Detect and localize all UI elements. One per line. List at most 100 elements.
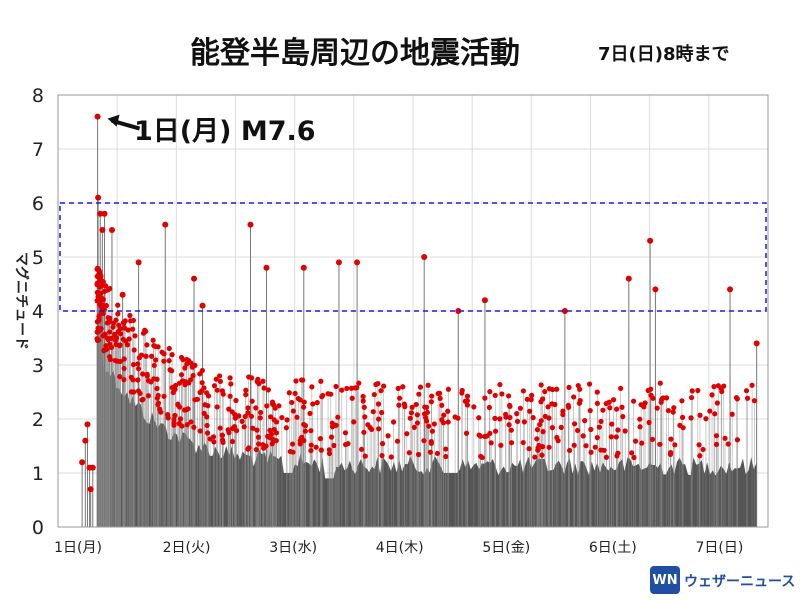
quake-point [415, 451, 422, 458]
quake-point [416, 391, 422, 397]
quake-point [367, 424, 373, 431]
quake-point [318, 378, 324, 384]
quake-point [580, 433, 586, 439]
quake-point [508, 427, 514, 433]
quake-point [112, 332, 118, 338]
y-tick-label: 5 [32, 247, 44, 269]
quake-point [121, 365, 127, 372]
quake-point [318, 447, 324, 453]
quake-point [721, 383, 727, 389]
quake-point [249, 398, 255, 404]
quake-point [326, 450, 333, 457]
quake-point [497, 381, 503, 388]
quake-point [614, 406, 620, 412]
quake-point [269, 399, 276, 405]
quake-point [112, 337, 119, 343]
quake-point [301, 437, 307, 444]
quake-point [379, 452, 385, 459]
quake-point [659, 396, 665, 403]
quake-point [148, 379, 154, 385]
quake-point [182, 365, 188, 371]
quake-point [178, 354, 185, 361]
quake-point [638, 402, 644, 408]
quake-point [607, 405, 613, 411]
quake-point [151, 362, 157, 369]
quake-point [104, 346, 110, 352]
quake-point [434, 450, 441, 457]
quake-point [610, 397, 617, 403]
quake-point [583, 443, 589, 449]
quake-point [184, 356, 190, 363]
quake-point [314, 400, 320, 406]
quake-point [122, 325, 128, 331]
quake-point [400, 384, 406, 390]
quake-point [542, 388, 548, 395]
quake-point [528, 397, 534, 403]
quake-point-notable [89, 464, 96, 471]
quake-point [310, 401, 316, 407]
quake-point [749, 382, 755, 388]
quake-point [734, 396, 740, 402]
quake-point [441, 412, 447, 418]
quake-point [744, 395, 751, 401]
quake-point [97, 271, 103, 277]
quake-point [205, 393, 212, 399]
quake-point [239, 418, 245, 424]
quake-point [360, 398, 366, 404]
quake-point [566, 384, 572, 391]
quake-point [178, 372, 185, 378]
quake-point [199, 388, 205, 394]
quake-point [679, 398, 685, 404]
quake-point [508, 440, 515, 446]
quake-point [245, 446, 251, 452]
quake-point [532, 454, 538, 460]
quake-point [360, 393, 366, 400]
quake-point [307, 410, 313, 417]
quake-point [445, 408, 451, 414]
quake-point [534, 427, 541, 433]
quake-point [613, 434, 619, 440]
quake-point [558, 424, 564, 430]
quake-point [598, 418, 604, 425]
x-tick-label: 5日(金) [482, 540, 530, 556]
quake-point [603, 400, 609, 407]
quake-point [381, 383, 387, 389]
quake-point [130, 361, 137, 368]
quake-point [356, 380, 362, 386]
quake-point [228, 381, 234, 387]
quake-point [136, 355, 142, 361]
quake-point [390, 419, 397, 425]
quake-point [190, 373, 196, 379]
quake-point [122, 318, 128, 324]
quake-point [402, 404, 408, 410]
quake-point [376, 416, 382, 422]
quake-point [545, 404, 551, 410]
quake-point [211, 383, 218, 389]
quake-point [600, 407, 606, 413]
quake-point-notable [421, 254, 428, 260]
quake-point [241, 424, 247, 430]
quake-point [567, 447, 573, 454]
quake-point [117, 374, 123, 380]
quake-point [492, 392, 498, 399]
quake-point [227, 393, 233, 399]
quake-point [302, 428, 308, 434]
quake-point [328, 391, 334, 397]
quake-point [227, 375, 233, 381]
quake-point-notable [84, 421, 91, 428]
quake-point [505, 393, 512, 399]
quake-point [629, 450, 635, 456]
y-tick-label: 0 [32, 517, 44, 539]
quake-point [103, 283, 109, 289]
quake-point [116, 343, 123, 349]
quake-point [166, 358, 172, 364]
quake-point [135, 361, 141, 367]
quake-point [514, 411, 520, 417]
quake-point [379, 409, 385, 416]
quake-point [650, 395, 656, 401]
quake-point [182, 382, 188, 388]
quake-point-notable [79, 459, 86, 466]
quake-point [417, 384, 424, 390]
quake-point [94, 319, 100, 325]
quake-point [373, 381, 379, 388]
